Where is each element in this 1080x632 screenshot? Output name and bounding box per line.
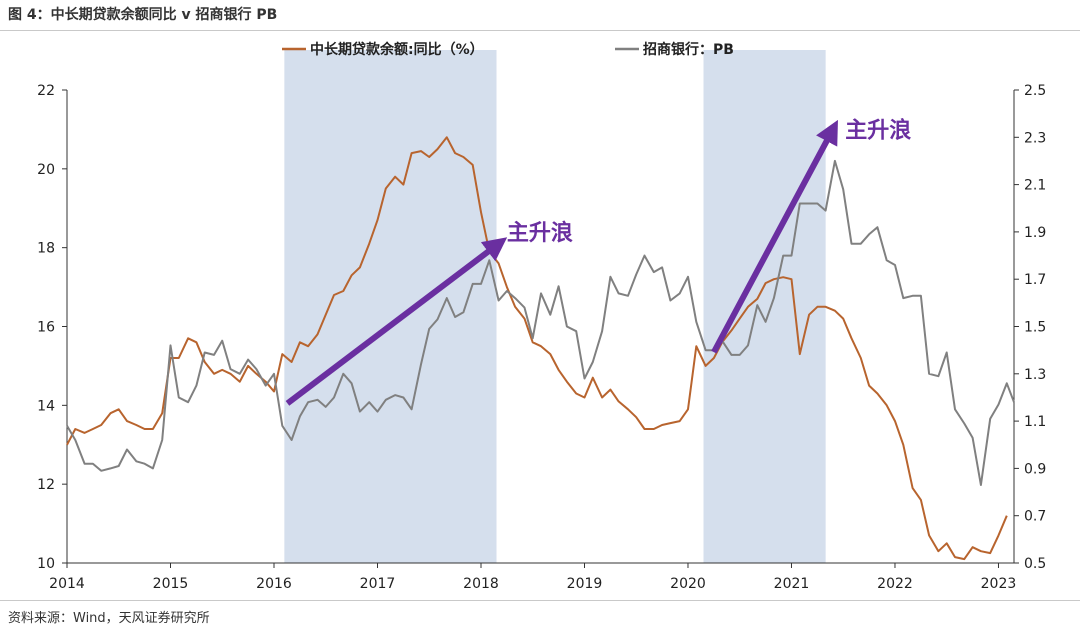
shaded-period-2 [703,50,826,563]
y-right-tick-label: 2.5 [1024,83,1046,99]
annotation-label-1: 主升浪 [507,220,573,246]
y-right-tick-label: 0.5 [1024,556,1046,572]
axes [66,90,1015,564]
x-tick-label: 2017 [360,576,396,592]
y-right-tick-label: 1.9 [1024,225,1046,241]
y-left-tick-label: 22 [37,83,55,99]
axis-ticks: 2014 2015 2016 2017 2018 2019 2020 2021 2022 2023… [37,83,1046,592]
y-right-tick-label: 1.3 [1024,367,1046,383]
shaded-periods [284,50,826,563]
x-tick-label: 2020 [670,576,706,592]
y-right-tick-label: 1.7 [1024,272,1046,288]
y-left-tick-label: 10 [37,556,55,572]
figure-title: 图 4：中长期贷款余额同比 v 招商银行 PB [8,7,278,23]
x-tick-label: 2023 [981,576,1017,592]
x-tick-label: 2019 [567,576,603,592]
y-right-tick-label: 1.1 [1024,414,1046,430]
title-divider [0,30,1080,31]
y-left-tick-label: 12 [37,477,55,493]
dual-axis-line-chart: 2014 2015 2016 2017 2018 2019 2020 2021 2022 2023… [37,41,1046,592]
trend-arrow-2 [711,119,838,354]
y-left-tick-label: 16 [37,320,55,336]
y-left-tick-label: 14 [37,398,55,414]
x-tick-label: 2021 [774,576,810,592]
source-note: 资料来源：Wind，天风证券研究所 [8,611,210,626]
legend-label-loan: 中长期贷款余额:同比（%） [310,41,484,58]
x-tick-label: 2014 [49,576,85,592]
pb-line [66,159,1015,486]
y-left-tick-label: 20 [37,162,55,178]
y-right-tick-label: 0.7 [1024,509,1046,525]
x-tick-label: 2015 [153,576,189,592]
source-divider [0,600,1080,601]
x-tick-label: 2018 [463,576,499,592]
shaded-period-1 [284,50,497,563]
y-right-tick-label: 2.1 [1024,178,1046,194]
x-tick-label: 2016 [256,576,292,592]
y-right-tick-label: 0.9 [1024,461,1046,477]
legend: 中长期贷款余额:同比（%） 招商银行：PB [282,41,734,58]
y-right-tick-label: 1.5 [1024,320,1046,336]
y-right-tick-label: 2.3 [1024,130,1046,146]
y-left-tick-label: 18 [37,241,55,257]
loan-growth-line [66,136,1008,561]
legend-label-pb: 招商银行：PB [643,41,734,58]
series-lines [66,136,1015,561]
annotation-label-2: 主升浪 [845,117,911,143]
x-tick-label: 2022 [877,576,913,592]
trend-arrow-1 [285,237,508,406]
